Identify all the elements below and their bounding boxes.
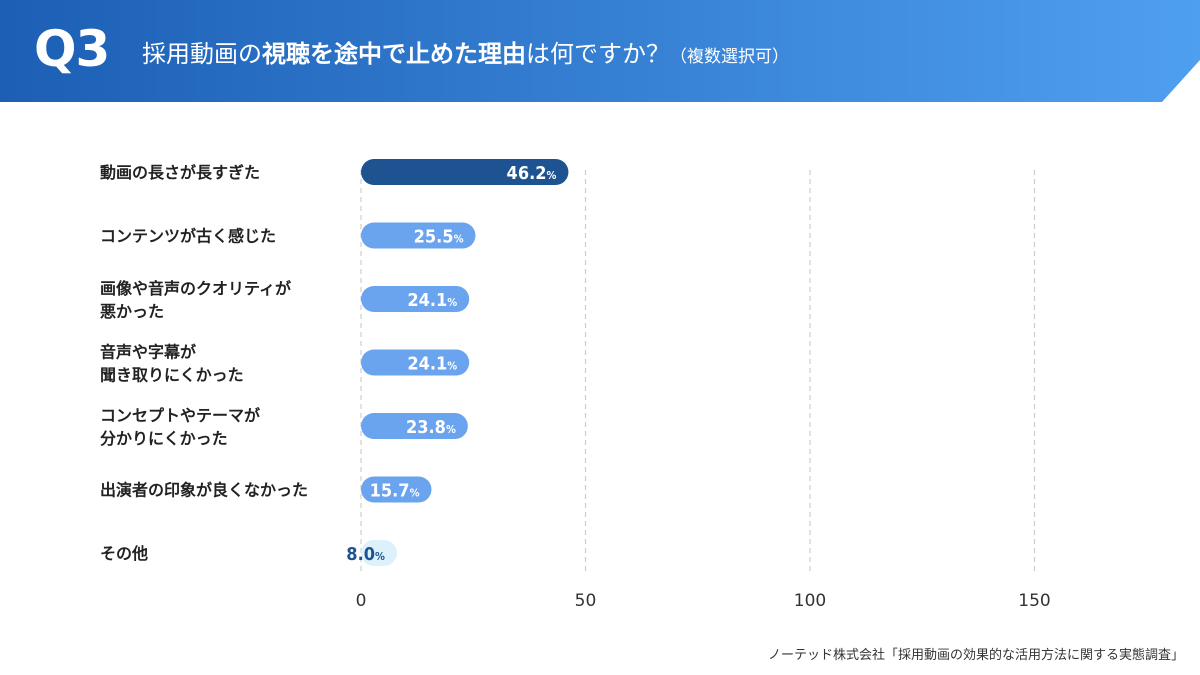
bar (361, 349, 470, 376)
value-label: 25.5% (414, 227, 464, 248)
bar (361, 222, 476, 249)
category-label: その他 (100, 544, 148, 563)
value-label: 46.2% (507, 163, 557, 184)
category-label: 動画の長さが長すぎた (100, 163, 260, 182)
value-label: 8.0% (346, 544, 385, 565)
x-tick-label: 150 (1018, 591, 1050, 611)
value-label: 24.1% (407, 354, 457, 375)
source-credit: ノーテッド株式会社「採用動画の効果的な活用方法に関する実態調査」 (767, 648, 1184, 663)
chart-title: 採用動画の視聴を途中で止めた理由は何ですか？（複数選択可） (142, 34, 789, 69)
x-tick-label: 50 (575, 591, 597, 611)
title-emphasis: 視聴を途中で止めた理由 (262, 40, 526, 68)
header-banner: Q3 採用動画の視聴を途中で止めた理由は何ですか？（複数選択可） (0, 0, 1200, 102)
title-part-2: は何ですか？ (526, 40, 670, 68)
header-background (0, 0, 1200, 102)
bar (361, 413, 468, 439)
bar (361, 540, 397, 566)
category-label: コンセプトやテーマが分かりにくかった (100, 406, 260, 448)
bar (361, 159, 569, 185)
value-label: 15.7% (370, 481, 420, 502)
category-label: 画像や音声のクオリティが悪かった (100, 279, 291, 321)
x-tick-label: 0 (356, 591, 367, 611)
bar (361, 476, 432, 503)
x-tick-label: 100 (794, 591, 826, 611)
category-label: 音声や字幕が聞き取りにくかった (100, 343, 244, 385)
question-number: Q3 (34, 20, 110, 78)
value-label: 23.8% (406, 417, 456, 438)
category-label: 出演者の印象が良くなかった (100, 481, 308, 500)
title-part-1: 採用動画の (142, 40, 262, 68)
category-label: コンテンツが古く感じた (100, 227, 276, 246)
title-note: （複数選択可） (670, 47, 789, 67)
bar (361, 286, 470, 312)
value-label: 24.1% (407, 290, 457, 311)
